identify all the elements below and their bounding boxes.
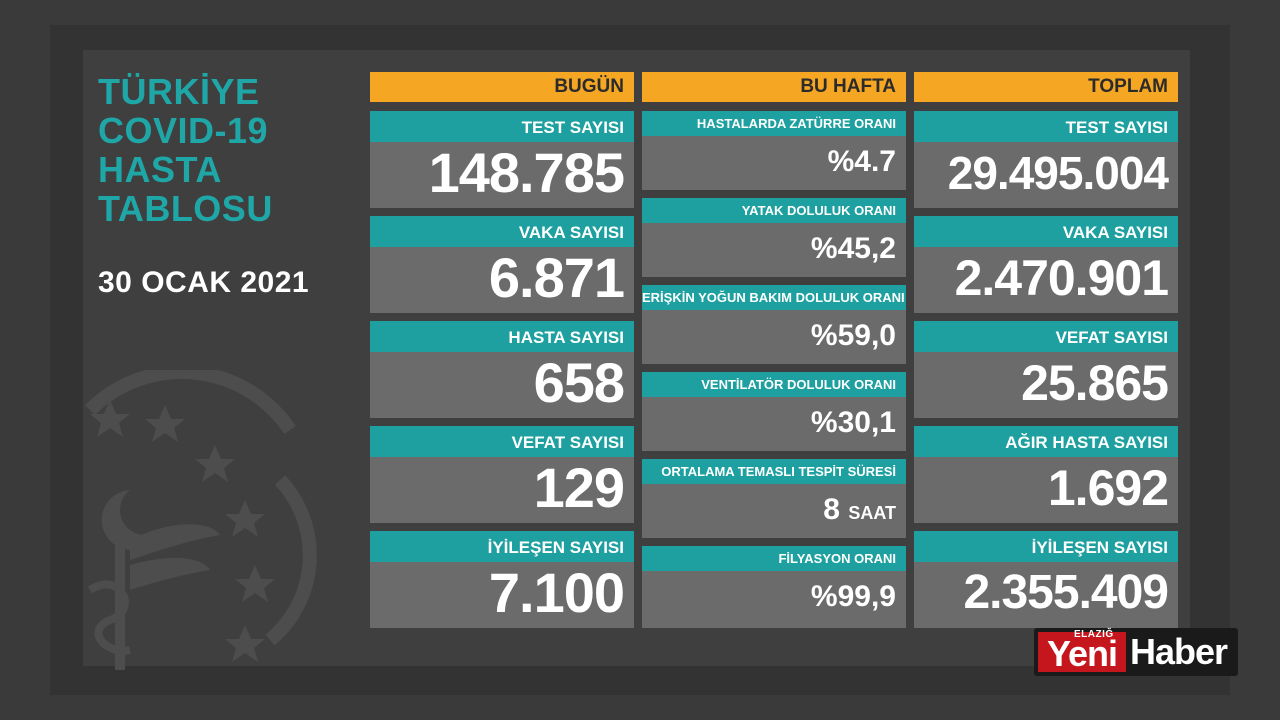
- value-number: 8: [823, 493, 840, 526]
- card-value: 2.355.409: [963, 566, 1169, 619]
- week-card-filiation: FİLYASYON ORANI %99,9: [642, 546, 906, 628]
- card-label: VAKA SAYISI: [370, 216, 634, 247]
- card-value: 129: [533, 456, 625, 519]
- card-value: 25.865: [1021, 355, 1169, 411]
- card-label: TEST SAYISI: [370, 111, 634, 142]
- page-title: TÜRKİYE COVID-19 HASTA TABLOSU: [98, 72, 273, 228]
- logo-yeni: Yeni: [1038, 632, 1126, 674]
- card-label: VENTİLATÖR DOLULUK ORANI: [642, 372, 906, 397]
- today-card-recovered: İYİLEŞEN SAYISI 7.100: [370, 531, 634, 628]
- card-value: %45,2: [810, 232, 896, 265]
- title-line: TÜRKİYE: [98, 71, 260, 112]
- week-card-icu: ERİŞKİN YOĞUN BAKIM DOLULUK ORANI %59,0: [642, 285, 906, 364]
- value-unit: SAAT: [848, 503, 896, 523]
- header-today: BUGÜN: [370, 72, 634, 102]
- card-label: VAKA SAYISI: [914, 216, 1178, 247]
- card-value: 8 SAAT: [642, 484, 906, 538]
- card-value: 2.470.901: [954, 250, 1169, 306]
- card-value: %59,0: [810, 319, 896, 352]
- week-card-bed: YATAK DOLULUK ORANI %45,2: [642, 198, 906, 277]
- total-card-severe: AĞIR HASTA SAYISI 1.692: [914, 426, 1178, 523]
- card-label: AĞIR HASTA SAYISI: [914, 426, 1178, 457]
- total-card-recovered: İYİLEŞEN SAYISI 2.355.409: [914, 531, 1178, 628]
- today-card-test: TEST SAYISI 148.785: [370, 111, 634, 208]
- title-line: HASTA: [98, 149, 222, 190]
- total-card-case: VAKA SAYISI 2.470.901: [914, 216, 1178, 313]
- card-value: 148.785: [428, 141, 625, 204]
- card-value: 7.100: [488, 561, 625, 624]
- card-label: VEFAT SAYISI: [914, 321, 1178, 352]
- card-label: ERİŞKİN YOĞUN BAKIM DOLULUK ORANI: [642, 285, 906, 310]
- card-label: İYİLEŞEN SAYISI: [914, 531, 1178, 562]
- report-date: 30 OCAK 2021: [98, 266, 310, 299]
- ministry-of-health-emblem-icon: [85, 370, 317, 670]
- card-value: 29.495.004: [947, 147, 1169, 199]
- total-card-death: VEFAT SAYISI 25.865: [914, 321, 1178, 418]
- card-label: YATAK DOLULUK ORANI: [642, 198, 906, 223]
- week-card-ventilator: VENTİLATÖR DOLULUK ORANI %30,1: [642, 372, 906, 451]
- card-label: ORTALAMA TEMASLI TESPİT SÜRESİ: [642, 459, 906, 484]
- title-line: COVID-19: [98, 110, 269, 151]
- card-label: TEST SAYISI: [914, 111, 1178, 142]
- card-value: %30,1: [810, 406, 896, 439]
- total-card-test: TEST SAYISI 29.495.004: [914, 111, 1178, 208]
- yeni-haber-logo[interactable]: Yeni ELAZIĞ Haber: [1034, 628, 1238, 676]
- card-label: İYİLEŞEN SAYISI: [370, 531, 634, 562]
- card-value: %4.7: [827, 145, 896, 178]
- today-card-case: VAKA SAYISI 6.871: [370, 216, 634, 313]
- card-value: 6.871: [488, 246, 625, 309]
- today-card-patient: HASTA SAYISI 658: [370, 321, 634, 418]
- header-week: BU HAFTA: [642, 72, 906, 102]
- card-value: 1.692: [1047, 460, 1169, 516]
- card-value: %99,9: [810, 580, 896, 613]
- week-card-contact-time: ORTALAMA TEMASLI TESPİT SÜRESİ 8 SAAT: [642, 459, 906, 538]
- title-line: TABLOSU: [98, 188, 273, 229]
- card-label: FİLYASYON ORANI: [642, 546, 906, 571]
- logo-haber: Haber: [1130, 631, 1228, 672]
- today-card-death: VEFAT SAYISI 129: [370, 426, 634, 523]
- card-label: HASTA SAYISI: [370, 321, 634, 352]
- week-card-pneumonia: HASTALARDA ZATÜRRE ORANI %4.7: [642, 111, 906, 190]
- card-label: HASTALARDA ZATÜRRE ORANI: [642, 111, 906, 136]
- logo-elazig: ELAZIĞ: [1074, 629, 1114, 640]
- card-label: VEFAT SAYISI: [370, 426, 634, 457]
- card-value: 658: [533, 351, 625, 414]
- header-total: TOPLAM: [914, 72, 1178, 102]
